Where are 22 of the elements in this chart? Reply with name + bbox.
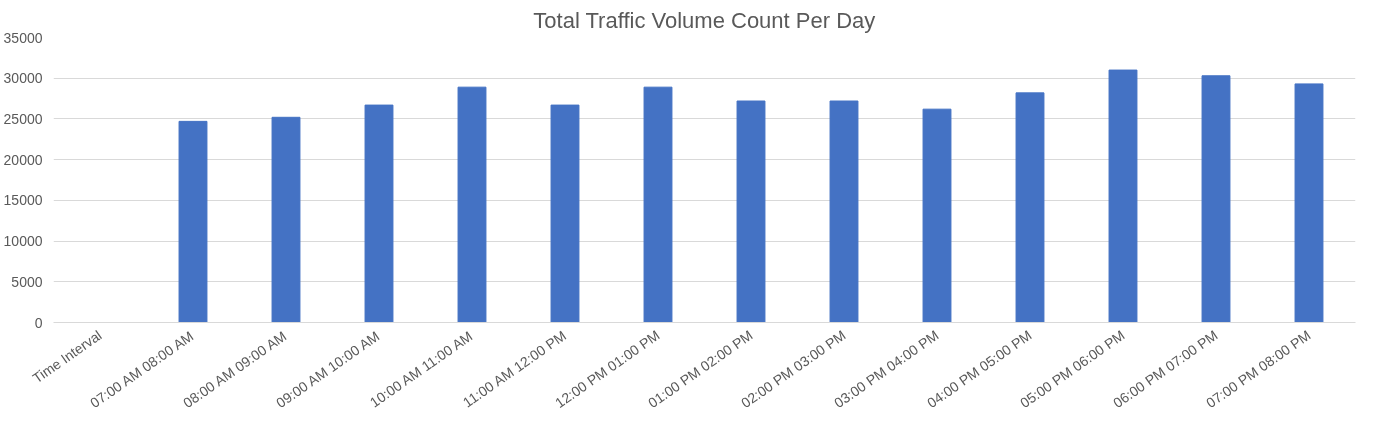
y-tick-label: 25000 xyxy=(3,110,43,127)
y-tick-label: 10000 xyxy=(3,233,43,250)
bar xyxy=(829,100,859,323)
bar xyxy=(643,86,673,323)
chart-title: Total Traffic Volume Count Per Day xyxy=(533,7,876,33)
bar xyxy=(550,104,580,323)
bar xyxy=(271,116,301,323)
bar xyxy=(1015,92,1045,323)
y-tick-label: 0 xyxy=(34,314,43,331)
bar xyxy=(1294,83,1324,323)
bar xyxy=(922,108,952,323)
bar xyxy=(736,100,766,323)
y-tick-label: 5000 xyxy=(11,273,43,290)
bar xyxy=(457,86,487,323)
y-tick-label: 20000 xyxy=(3,151,43,168)
y-tick-label: 30000 xyxy=(3,70,43,87)
y-tick-label: 15000 xyxy=(3,192,43,209)
bar xyxy=(1201,75,1231,323)
y-tick-label: 35000 xyxy=(3,29,43,46)
bar xyxy=(178,120,208,323)
bar xyxy=(1108,69,1138,323)
bar xyxy=(364,104,394,323)
